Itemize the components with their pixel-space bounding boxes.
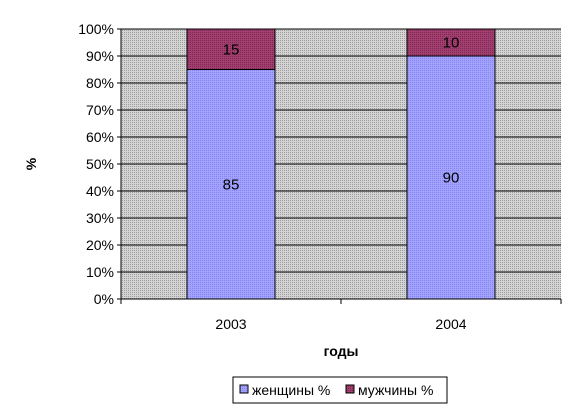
legend-label-men: мужчины % — [358, 382, 433, 398]
data-label: 85 — [223, 176, 240, 193]
legend-label-women: женщины % — [252, 382, 330, 398]
x-axis-ticks: 2003 2004 — [120, 299, 562, 332]
legend-box — [232, 376, 448, 404]
bar-segment-men-2004 — [406, 28, 496, 57]
y-tick-label: 70% — [86, 102, 114, 118]
y-tick-label: 100% — [78, 21, 114, 37]
data-labels: 85 15 90 10 — [223, 35, 460, 194]
y-tick-label: 80% — [86, 75, 114, 91]
y-tick-label: 40% — [86, 183, 114, 199]
x-tick-label: 2003 — [215, 316, 246, 332]
data-label: 90 — [443, 170, 460, 187]
bar-segment-women-2004 — [406, 55, 496, 300]
data-label: 10 — [443, 35, 460, 52]
y-tick-label: 50% — [86, 156, 114, 172]
legend-swatch-men — [345, 384, 355, 394]
y-tick-label: 20% — [86, 237, 114, 253]
bars — [186, 28, 496, 300]
y-tick-label: 60% — [86, 129, 114, 145]
bar-segment-men-2003 — [186, 28, 276, 70]
y-tick-label: 0% — [94, 291, 114, 307]
y-tick-label: 30% — [86, 210, 114, 226]
y-tick-label: 90% — [86, 48, 114, 64]
y-axis-ticks: 0% 10% 20% 30% 40% 50% 60% 70% 80% 90% 100% — [78, 21, 121, 307]
y-axis-title: % — [23, 157, 39, 170]
x-axis-title: годы — [324, 343, 359, 359]
data-label: 15 — [223, 41, 240, 58]
legend: женщины % мужчины % — [232, 376, 448, 404]
y-tick-label: 10% — [86, 264, 114, 280]
bar-segment-women-2003 — [186, 69, 276, 300]
x-tick-label: 2004 — [435, 316, 466, 332]
legend-swatch-women — [239, 384, 249, 394]
